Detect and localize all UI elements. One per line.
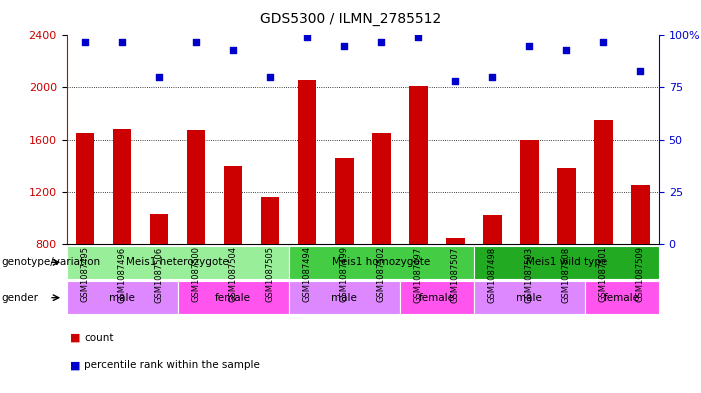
Point — [339, 43, 350, 49]
Bar — [67, 281, 177, 314]
Text: male: male — [517, 293, 543, 303]
Bar — [585, 281, 659, 314]
Point — [116, 39, 128, 45]
Text: ■: ■ — [70, 360, 81, 371]
Point — [413, 34, 424, 40]
Point — [264, 74, 275, 80]
Point — [598, 39, 609, 45]
Bar — [113, 129, 131, 244]
Bar — [289, 246, 474, 279]
Point — [635, 68, 646, 74]
Text: Meis1 wild type: Meis1 wild type — [526, 257, 607, 267]
Bar — [76, 133, 95, 244]
Text: female: female — [418, 293, 455, 303]
Bar — [372, 133, 390, 244]
Bar — [474, 246, 659, 279]
Point — [79, 39, 90, 45]
Text: genotype/variation: genotype/variation — [1, 257, 100, 267]
Bar — [483, 215, 502, 244]
Bar — [557, 168, 576, 244]
Bar — [335, 158, 353, 244]
Bar — [261, 197, 280, 244]
Text: count: count — [84, 333, 114, 343]
Text: female: female — [604, 293, 640, 303]
Bar — [67, 246, 289, 279]
Bar — [150, 214, 168, 244]
Point — [376, 39, 387, 45]
Text: male: male — [332, 293, 358, 303]
Bar — [409, 86, 428, 244]
Bar — [631, 185, 650, 244]
Text: Meis1 heterozygote: Meis1 heterozygote — [126, 257, 229, 267]
Text: ■: ■ — [70, 333, 81, 343]
Bar — [400, 281, 474, 314]
Text: female: female — [215, 293, 251, 303]
Point — [486, 74, 498, 80]
Bar — [594, 120, 613, 244]
Bar — [289, 281, 400, 314]
Bar — [298, 80, 316, 244]
Bar — [177, 281, 289, 314]
Point — [191, 39, 202, 45]
Point — [301, 34, 313, 40]
Text: Meis1 homozygote: Meis1 homozygote — [332, 257, 430, 267]
Point — [228, 47, 239, 53]
Point — [524, 43, 535, 49]
Bar — [474, 281, 585, 314]
Bar — [224, 165, 243, 244]
Point — [561, 47, 572, 53]
Text: gender: gender — [1, 293, 39, 303]
Bar — [187, 130, 205, 244]
Point — [154, 74, 165, 80]
Text: percentile rank within the sample: percentile rank within the sample — [84, 360, 260, 371]
Text: GDS5300 / ILMN_2785512: GDS5300 / ILMN_2785512 — [260, 12, 441, 26]
Bar — [446, 239, 465, 244]
Bar — [520, 140, 538, 244]
Point — [450, 78, 461, 84]
Text: male: male — [109, 293, 135, 303]
